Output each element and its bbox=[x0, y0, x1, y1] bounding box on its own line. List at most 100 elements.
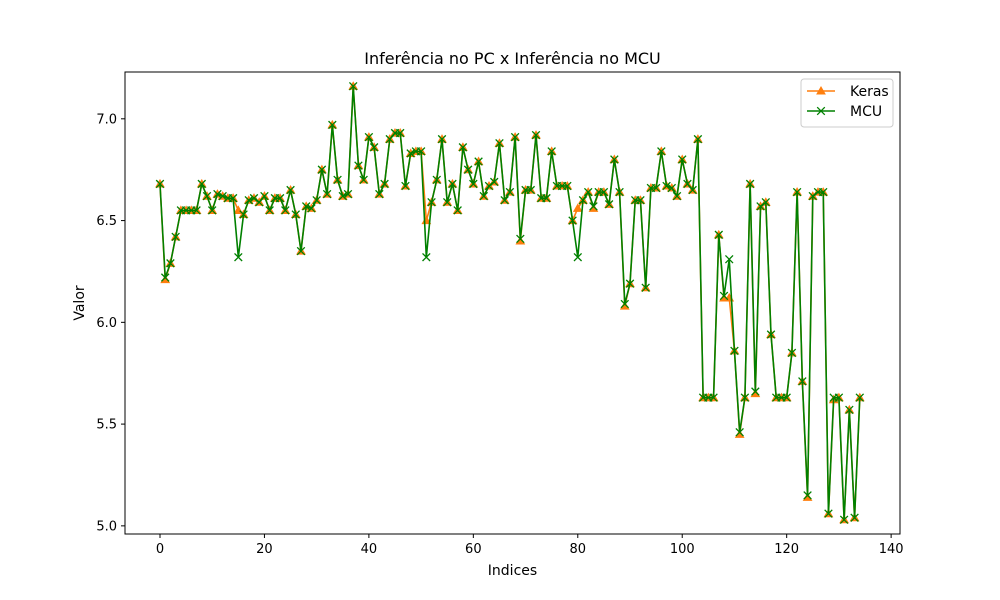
data-point-mcu bbox=[364, 132, 374, 142]
data-point-mcu bbox=[432, 175, 442, 185]
x-tick-label: 20 bbox=[256, 542, 273, 557]
chart-title: Inferência no PC x Inferência no MCU bbox=[364, 49, 661, 68]
data-point-mcu bbox=[484, 181, 494, 191]
data-point-mcu bbox=[437, 134, 447, 144]
data-point-mcu bbox=[604, 200, 614, 209]
data-point-mcu bbox=[662, 181, 671, 191]
data-point-mcu bbox=[265, 206, 274, 215]
data-point-mcu bbox=[343, 189, 353, 199]
data-point-mcu bbox=[260, 191, 269, 201]
data-point-mcu bbox=[845, 405, 854, 415]
data-point-mcu bbox=[510, 132, 520, 142]
data-point-mcu bbox=[239, 210, 248, 219]
y-axis: 5.0 5.5 6.0 6.5 7.0 bbox=[96, 112, 125, 534]
data-point-mcu bbox=[463, 165, 473, 174]
data-point-mcu bbox=[745, 179, 755, 189]
data-point-mcu bbox=[228, 193, 238, 203]
data-point-mcu bbox=[855, 393, 865, 402]
data-point-mcu bbox=[542, 193, 551, 203]
data-point-mcu bbox=[730, 346, 739, 356]
data-point-mcu bbox=[317, 165, 327, 174]
data-point-mcu bbox=[709, 393, 718, 402]
data-point-mcu bbox=[495, 138, 504, 148]
x-tick-label: 60 bbox=[465, 542, 482, 557]
data-point-mcu bbox=[166, 259, 175, 268]
legend: Keras MCU bbox=[800, 78, 894, 128]
data-point-mcu bbox=[296, 246, 306, 256]
data-point-mcu bbox=[234, 252, 243, 262]
data-point-mcu bbox=[714, 230, 724, 240]
data-point-mcu bbox=[782, 393, 791, 402]
data-point-mcu bbox=[850, 513, 859, 522]
data-point-mcu bbox=[275, 193, 285, 203]
data-point-mcu bbox=[651, 183, 661, 193]
series-mcu bbox=[155, 81, 865, 525]
data-point-mcu bbox=[568, 216, 577, 225]
x-tick-label: 80 bbox=[570, 542, 587, 557]
data-point-mcu bbox=[657, 147, 666, 156]
data-point-mcu bbox=[751, 387, 760, 396]
data-point-mcu bbox=[395, 128, 405, 138]
data-point-mcu bbox=[375, 189, 384, 199]
x-tick-label: 140 bbox=[879, 542, 904, 557]
data-point-mcu bbox=[197, 179, 207, 189]
data-point-mcu bbox=[578, 195, 588, 205]
x-tick-label: 40 bbox=[361, 542, 378, 557]
x-axis: 0 20 40 60 80 100 120 140 bbox=[156, 534, 904, 557]
data-point-mcu bbox=[458, 143, 468, 152]
y-tick-label: 7.0 bbox=[96, 112, 117, 127]
data-point-mcu bbox=[202, 191, 212, 201]
data-point-mcu bbox=[610, 155, 619, 164]
data-point-mcu bbox=[218, 191, 227, 201]
x-tick-label: 100 bbox=[670, 542, 695, 557]
legend-marker-keras bbox=[816, 85, 826, 95]
data-point-mcu bbox=[380, 179, 389, 189]
data-point-mcu bbox=[249, 193, 259, 203]
data-point-mcu bbox=[547, 147, 556, 156]
data-point-mcu bbox=[416, 147, 426, 156]
data-point-keras bbox=[572, 203, 583, 212]
data-point-mcu bbox=[599, 187, 609, 197]
data-point-mcu bbox=[155, 179, 165, 189]
data-point-mcu bbox=[322, 189, 332, 199]
data-point-mcu bbox=[620, 299, 630, 309]
data-point-mcu bbox=[531, 130, 541, 140]
data-point-mcu bbox=[808, 191, 818, 201]
data-point-mcu bbox=[583, 187, 593, 197]
legend-marker-mcu bbox=[816, 106, 826, 116]
data-point-mcu bbox=[625, 279, 635, 288]
data-point-mcu bbox=[787, 348, 797, 358]
data-point-mcu bbox=[740, 393, 750, 402]
data-point-mcu bbox=[406, 149, 415, 158]
data-point-mcu bbox=[312, 195, 321, 205]
data-point-mcu bbox=[756, 202, 765, 211]
data-point-mcu bbox=[489, 177, 499, 187]
legend-label-keras: Keras bbox=[850, 84, 889, 100]
data-point-mcu bbox=[453, 206, 462, 215]
data-point-mcu bbox=[213, 189, 222, 199]
data-point-mcu bbox=[401, 181, 410, 191]
data-point-mcu bbox=[369, 143, 379, 152]
y-tick-label: 5.0 bbox=[96, 519, 117, 534]
data-point-mcu bbox=[792, 187, 802, 197]
y-tick-label: 6.5 bbox=[96, 214, 117, 229]
data-point-mcu bbox=[735, 427, 744, 437]
data-point-mcu bbox=[636, 195, 645, 205]
data-point-mcu bbox=[766, 330, 776, 339]
data-point-mcu bbox=[798, 377, 807, 386]
plot-frame bbox=[124, 71, 901, 535]
legend-item-keras: Keras bbox=[807, 84, 889, 100]
data-point-mcu bbox=[824, 509, 833, 518]
data-point-mcu bbox=[359, 175, 368, 185]
series-layer bbox=[155, 81, 865, 525]
data-point-mcu bbox=[818, 187, 828, 197]
data-point-mcu bbox=[615, 187, 624, 197]
legend-label-mcu: MCU bbox=[850, 104, 882, 120]
data-point-mcu bbox=[834, 393, 844, 402]
data-point-mcu bbox=[328, 120, 337, 130]
legend-item-mcu: MCU bbox=[807, 104, 882, 120]
data-point-mcu bbox=[348, 81, 358, 91]
data-point-mcu bbox=[589, 202, 598, 211]
data-point-mcu bbox=[693, 134, 703, 144]
